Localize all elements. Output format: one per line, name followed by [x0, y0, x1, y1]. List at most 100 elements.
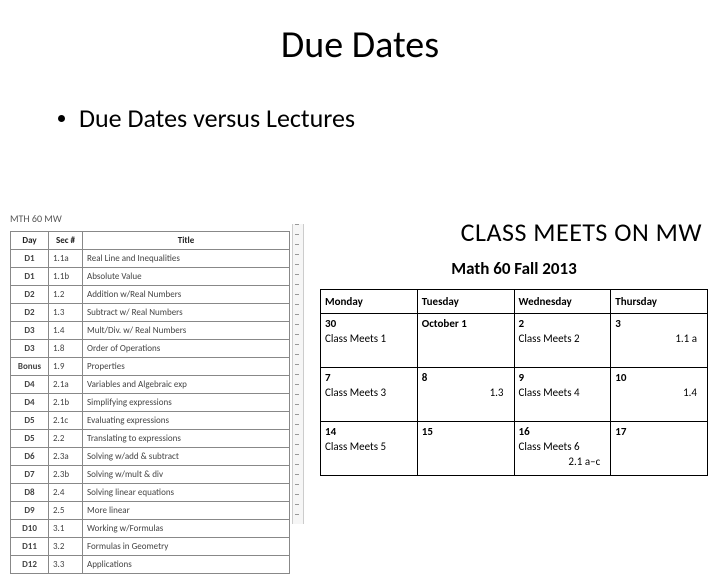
bullet-text: Due Dates versus Lectures [79, 102, 355, 134]
calendar-date: 8 [422, 371, 428, 384]
table-row: D21.2Addition w/Real Numbers [11, 286, 290, 304]
cell-day: D1 [11, 250, 49, 268]
slide-title: Due Dates [0, 22, 720, 68]
calendar-cell: 9Class Meets 4 [514, 368, 611, 422]
header-sec: Sec # [49, 232, 83, 250]
calendar-row: 30Class Meets 1 October 1 2 Class Meets 2 31… [321, 314, 708, 368]
section-table-header-row: Day Sec # Title [11, 232, 290, 250]
cell-sec: 2.5 [49, 502, 83, 520]
cell-day: D9 [11, 502, 49, 520]
cell-sec: 1.2 [49, 286, 83, 304]
cell-day: D7 [11, 466, 49, 484]
cell-title: Applications [83, 556, 290, 574]
cell-sec: 1.3 [49, 304, 83, 322]
calendar-date: 15 [422, 425, 433, 438]
cell-day: D5 [11, 412, 49, 430]
cell-day: D5 [11, 430, 49, 448]
calendar-date: 17 [615, 425, 626, 438]
calendar-meeting-label: Class Meets 3 [325, 386, 413, 401]
cell-title: Solving w/mult & div [83, 466, 290, 484]
cell-sec: 2.1a [49, 376, 83, 394]
table-row: D62.3aSolving w/add & subtract [11, 448, 290, 466]
cell-day: D11 [11, 538, 49, 556]
cell-sec: 2.1b [49, 394, 83, 412]
calendar-cell: 30Class Meets 1 [321, 314, 418, 368]
calendar-date: 30 [325, 317, 336, 330]
calendar-cell: 7 Class Meets 3 [321, 368, 418, 422]
calendar-cell: 81.3 [417, 368, 514, 422]
cell-title: Order of Operations [83, 340, 290, 358]
table-row: D82.4Solving linear equations [11, 484, 290, 502]
cell-sec: 1.4 [49, 322, 83, 340]
cell-title: Subtract w/ Real Numbers [83, 304, 290, 322]
ruler-divider [292, 224, 304, 524]
cell-sec: 1.1b [49, 268, 83, 286]
calendar-cell: 16 Class Meets 62.1 a–c [514, 422, 611, 476]
cell-title: Formulas in Geometry [83, 538, 290, 556]
table-row: D52.2Translating to expressions [11, 430, 290, 448]
calendar-section-label: 1.4 [615, 386, 703, 401]
cell-day: D8 [11, 484, 49, 502]
header-day: Day [11, 232, 49, 250]
table-row: D103.1Working w/Formulas [11, 520, 290, 538]
calendar-section-label: 1.3 [422, 386, 510, 401]
cell-day: D4 [11, 376, 49, 394]
cell-title: Translating to expressions [83, 430, 290, 448]
bullet-row: Due Dates versus Lectures [58, 102, 720, 134]
cell-title: Variables and Algebraic exp [83, 376, 290, 394]
calendar-date: 10 [615, 371, 626, 384]
calendar-cell: 31.1 a [611, 314, 708, 368]
table-row: Bonus1.9Properties [11, 358, 290, 376]
table-row: D42.1bSimplifying expressions [11, 394, 290, 412]
cell-sec: 1.1a [49, 250, 83, 268]
table-row: D11.1aReal Line and Inequalities [11, 250, 290, 268]
cell-day: D1 [11, 268, 49, 286]
course-label: MTH 60 MW [10, 210, 290, 231]
cell-sec: 1.9 [49, 358, 83, 376]
calendar-meeting-label: Class Meets 6 [519, 440, 607, 455]
calendar-date: October 1 [422, 317, 467, 330]
calendar-header-row: Monday Tuesday Wednesday Thursday [321, 290, 708, 314]
calendar-meeting-label: Class Meets 2 [519, 332, 607, 347]
table-row: D123.3Applications [11, 556, 290, 574]
calendar-row: 14Class Meets 51516Class Meets 62.1 a–c1… [321, 422, 708, 476]
cell-sec: 2.2 [49, 430, 83, 448]
calendar-cell: 17 [611, 422, 708, 476]
calendar-date: 16 [519, 425, 530, 438]
calendar-date: 7 [325, 371, 331, 384]
content-area: MTH 60 MW Day Sec # Title D11.1aReal Lin… [10, 210, 710, 530]
header-title: Title [83, 232, 290, 250]
cal-header-wed: Wednesday [514, 290, 611, 314]
class-meets-heading: CLASS MEETS ON MW [320, 210, 708, 248]
table-row: D72.3bSolving w/mult & div [11, 466, 290, 484]
cell-title: Solving linear equations [83, 484, 290, 502]
calendar-cell: 101.4 [611, 368, 708, 422]
calendar-date: 2 [519, 317, 525, 330]
cell-sec: 3.3 [49, 556, 83, 574]
cell-title: Real Line and Inequalities [83, 250, 290, 268]
cell-day: D3 [11, 322, 49, 340]
cell-title: Solving w/add & subtract [83, 448, 290, 466]
cal-header-mon: Monday [321, 290, 418, 314]
cell-title: More linear [83, 502, 290, 520]
calendar-table: Monday Tuesday Wednesday Thursday 30Clas… [320, 289, 708, 476]
calendar-cell: 14Class Meets 5 [321, 422, 418, 476]
cell-day: D12 [11, 556, 49, 574]
cell-title: Properties [83, 358, 290, 376]
cell-day: D4 [11, 394, 49, 412]
calendar-date: 14 [325, 425, 336, 438]
table-row: D31.8Order of Operations [11, 340, 290, 358]
cell-day: D2 [11, 304, 49, 322]
left-panel: MTH 60 MW Day Sec # Title D11.1aReal Lin… [10, 210, 290, 574]
table-row: D52.1cEvaluating expressions [11, 412, 290, 430]
cell-sec: 2.1c [49, 412, 83, 430]
cell-title: Mult/Div. w/ Real Numbers [83, 322, 290, 340]
cal-header-thu: Thursday [611, 290, 708, 314]
cell-sec: 2.4 [49, 484, 83, 502]
calendar-section-label: 2.1 a–c [519, 455, 607, 470]
calendar-date: 3 [615, 317, 621, 330]
cell-day: Bonus [11, 358, 49, 376]
table-row: D11.1bAbsolute Value [11, 268, 290, 286]
cell-title: Absolute Value [83, 268, 290, 286]
cell-title: Evaluating expressions [83, 412, 290, 430]
